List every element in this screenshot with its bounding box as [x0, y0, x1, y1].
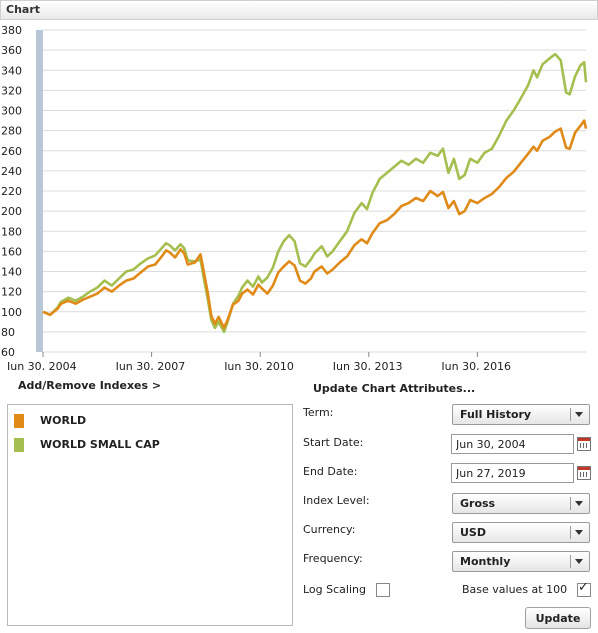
index-level-select-separator — [570, 497, 571, 510]
frequency-select-value: Monthly — [460, 555, 511, 568]
chart-panel-header: Chart — [0, 0, 598, 20]
y-tick-label: 300 — [1, 105, 22, 118]
x-tick-label: Jun 30, 2004 — [6, 360, 77, 370]
y-tick-label: 220 — [1, 185, 22, 198]
legend-swatch-world-small-cap — [14, 438, 24, 452]
end-date-input[interactable] — [451, 463, 574, 483]
term-label: Term: — [303, 406, 334, 419]
currency-label: Currency: — [303, 523, 356, 536]
term-select-separator — [570, 408, 571, 421]
y-tick-label: 360 — [1, 44, 22, 57]
y-axis-ticks: 60 80 100 120 140 160 180 200 220 240 260 280 300 320… — [1, 24, 22, 359]
y-tick-label: 120 — [1, 286, 22, 299]
frequency-select[interactable]: Monthly — [452, 551, 590, 572]
end-date-label: End Date: — [303, 465, 358, 478]
chevron-down-icon — [575, 530, 583, 535]
base-values-label: Base values at 100 — [462, 583, 568, 596]
y-tick-label: 260 — [1, 145, 22, 158]
chevron-down-icon — [575, 501, 583, 506]
x-axis-ticks: Jun 30, 2004 Jun 30, 2007 Jun 30, 2010 Jun … — [6, 352, 511, 370]
calendar-icon[interactable] — [577, 437, 591, 451]
term-select[interactable]: Full History — [452, 404, 590, 425]
series-line-world — [42, 119, 588, 330]
y-tick-label: 180 — [1, 225, 22, 238]
update-button[interactable]: Update — [525, 607, 591, 629]
series-line-world-small-cap — [42, 52, 588, 334]
y-tick-label: 380 — [1, 24, 22, 37]
y-tick-label: 340 — [1, 64, 22, 77]
currency-select-separator — [570, 526, 571, 539]
x-tick-label: Jun 30, 2013 — [332, 360, 403, 370]
update-chart-attributes-title: Update Chart Attributes... — [313, 382, 476, 395]
chart-scrollbar[interactable] — [36, 30, 43, 352]
legend-label-world-small-cap: WORLD SMALL CAP — [40, 438, 160, 451]
x-tick-label: Jun 30, 2010 — [223, 360, 294, 370]
y-tick-label: 280 — [1, 125, 22, 138]
y-tick-label: 80 — [1, 326, 15, 339]
y-tick-label: 240 — [1, 165, 22, 178]
chevron-down-icon — [575, 559, 583, 564]
legend-swatch-world — [14, 414, 24, 428]
index-level-label: Index Level: — [303, 494, 370, 507]
index-level-select[interactable]: Gross — [452, 493, 590, 514]
y-tick-label: 200 — [1, 205, 22, 218]
x-tick-label: Jun 30, 2016 — [440, 360, 511, 370]
calendar-icon[interactable] — [577, 466, 591, 480]
currency-select[interactable]: USD — [452, 522, 590, 543]
chart-series — [42, 52, 588, 334]
log-scaling-label: Log Scaling — [303, 583, 366, 596]
y-tick-label: 140 — [1, 266, 22, 279]
base-values-checkbox[interactable]: ✓ — [577, 580, 591, 597]
chevron-down-icon — [575, 412, 583, 417]
start-date-input[interactable] — [451, 434, 574, 454]
start-date-label: Start Date: — [303, 436, 364, 449]
y-tick-label: 160 — [1, 245, 22, 258]
index-level-select-value: Gross — [460, 497, 496, 510]
frequency-select-separator — [570, 555, 571, 568]
x-tick-label: Jun 30, 2007 — [115, 360, 186, 370]
chart-panel-title: Chart — [6, 3, 41, 16]
frequency-label: Frequency: — [303, 552, 363, 565]
check-icon: ✓ — [578, 580, 589, 595]
term-select-value: Full History — [460, 408, 532, 421]
log-scaling-checkbox[interactable] — [376, 583, 390, 597]
chart-gridlines — [43, 29, 586, 353]
y-tick-label: 60 — [1, 346, 15, 359]
currency-select-value: USD — [460, 526, 486, 539]
y-tick-label: 320 — [1, 84, 22, 97]
add-remove-indexes-link[interactable]: Add/Remove Indexes > — [18, 379, 162, 392]
index-legend-box: WORLD WORLD SMALL CAP — [7, 404, 293, 626]
y-tick-label: 100 — [1, 306, 22, 319]
line-chart: 60 80 100 120 140 160 180 200 220 240 260 280 300 320… — [1, 24, 588, 370]
legend-label-world: WORLD — [40, 414, 87, 427]
